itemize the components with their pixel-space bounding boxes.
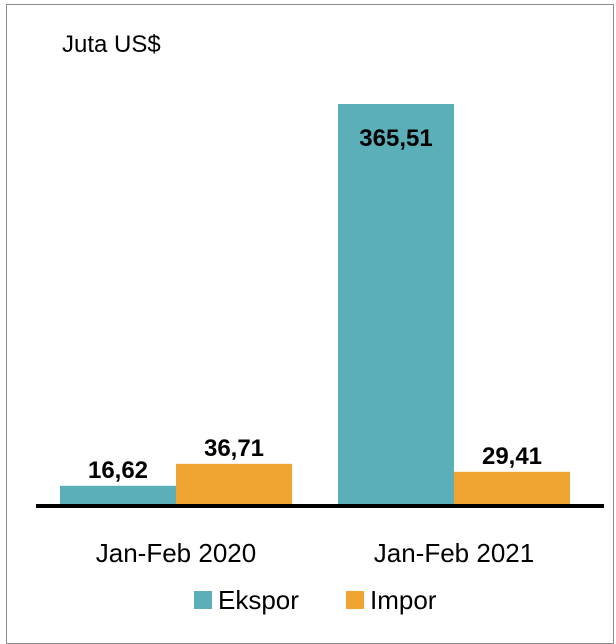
bar-ekspor-1	[338, 104, 454, 504]
legend: Ekspor Impor	[194, 585, 437, 615]
category-label-1: Jan-Feb 2021	[374, 538, 534, 568]
bar-impor-0	[176, 463, 292, 504]
data-label-ekspor-0: 16,62	[88, 457, 148, 484]
data-label-impor-1: 29,41	[482, 443, 542, 470]
bar-impor-1	[454, 471, 570, 504]
bars-group: 16,62 36,71 365,51 29,41	[60, 104, 570, 504]
category-labels: Jan-Feb 2020 Jan-Feb 2021	[96, 538, 534, 568]
legend-label-ekspor: Ekspor	[218, 585, 299, 615]
category-label-0: Jan-Feb 2020	[96, 538, 256, 568]
chart-frame	[6, 4, 614, 644]
legend-swatch-ekspor	[194, 591, 212, 609]
legend-swatch-impor	[346, 591, 364, 609]
legend-label-impor: Impor	[370, 585, 437, 615]
bar-chart: Juta US$ 16,62 36,71 365,51 29,41 Jan-Feb 2…	[36, 31, 604, 615]
data-label-impor-0: 36,71	[204, 435, 264, 462]
bar-ekspor-0	[60, 485, 176, 504]
unit-label: Juta US$	[62, 31, 161, 58]
data-label-ekspor-1: 365,51	[359, 125, 432, 152]
